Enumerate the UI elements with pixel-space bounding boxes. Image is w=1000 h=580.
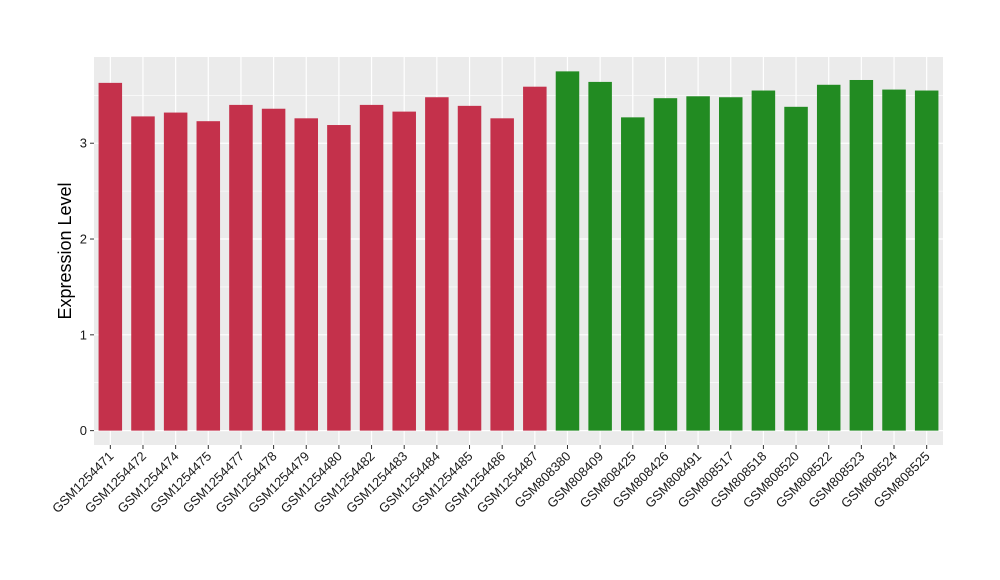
- y-axis: 0 1 2 3: [80, 136, 94, 438]
- bar-GSM1254472: [131, 116, 155, 431]
- y-tick-label: 2: [80, 232, 87, 247]
- bar-GSM1254477: [229, 104, 253, 431]
- bar-GSM808517: [718, 97, 743, 431]
- y-tick-label: 1: [80, 327, 87, 342]
- y-tick-label: 0: [80, 423, 87, 438]
- bar-GSM808523: [849, 79, 874, 431]
- bars: [98, 71, 939, 431]
- bar-GSM1254478: [261, 108, 286, 431]
- bar-GSM808491: [686, 96, 710, 431]
- bar-GSM1254471: [98, 82, 123, 431]
- bar-GSM1254487: [523, 86, 547, 431]
- x-axis: GSM1254471GSM1254472GSM1254474GSM1254475…: [49, 445, 933, 516]
- bar-GSM808518: [751, 90, 776, 431]
- bar-GSM808520: [784, 106, 808, 431]
- bar-GSM808524: [882, 89, 906, 431]
- bar-GSM1254479: [294, 118, 319, 431]
- bar-GSM808425: [621, 117, 645, 431]
- bar-GSM1254484: [425, 97, 449, 431]
- bar-GSM808525: [914, 90, 939, 431]
- bar-GSM1254474: [163, 112, 188, 431]
- bar-GSM1254482: [359, 104, 384, 431]
- y-axis-title: Expression Level: [55, 182, 75, 319]
- plot-panel: [94, 57, 943, 445]
- bar-GSM1254485: [457, 105, 482, 431]
- y-tick-label: 3: [80, 136, 87, 151]
- bar-GSM1254475: [196, 121, 221, 431]
- bar-GSM1254480: [327, 125, 351, 431]
- bar-GSM808380: [555, 71, 580, 431]
- bar-GSM1254486: [490, 118, 514, 431]
- bar-GSM808409: [588, 81, 612, 431]
- bar-GSM808426: [653, 98, 678, 431]
- bar-GSM1254483: [392, 111, 416, 431]
- bar-GSM808522: [816, 84, 841, 431]
